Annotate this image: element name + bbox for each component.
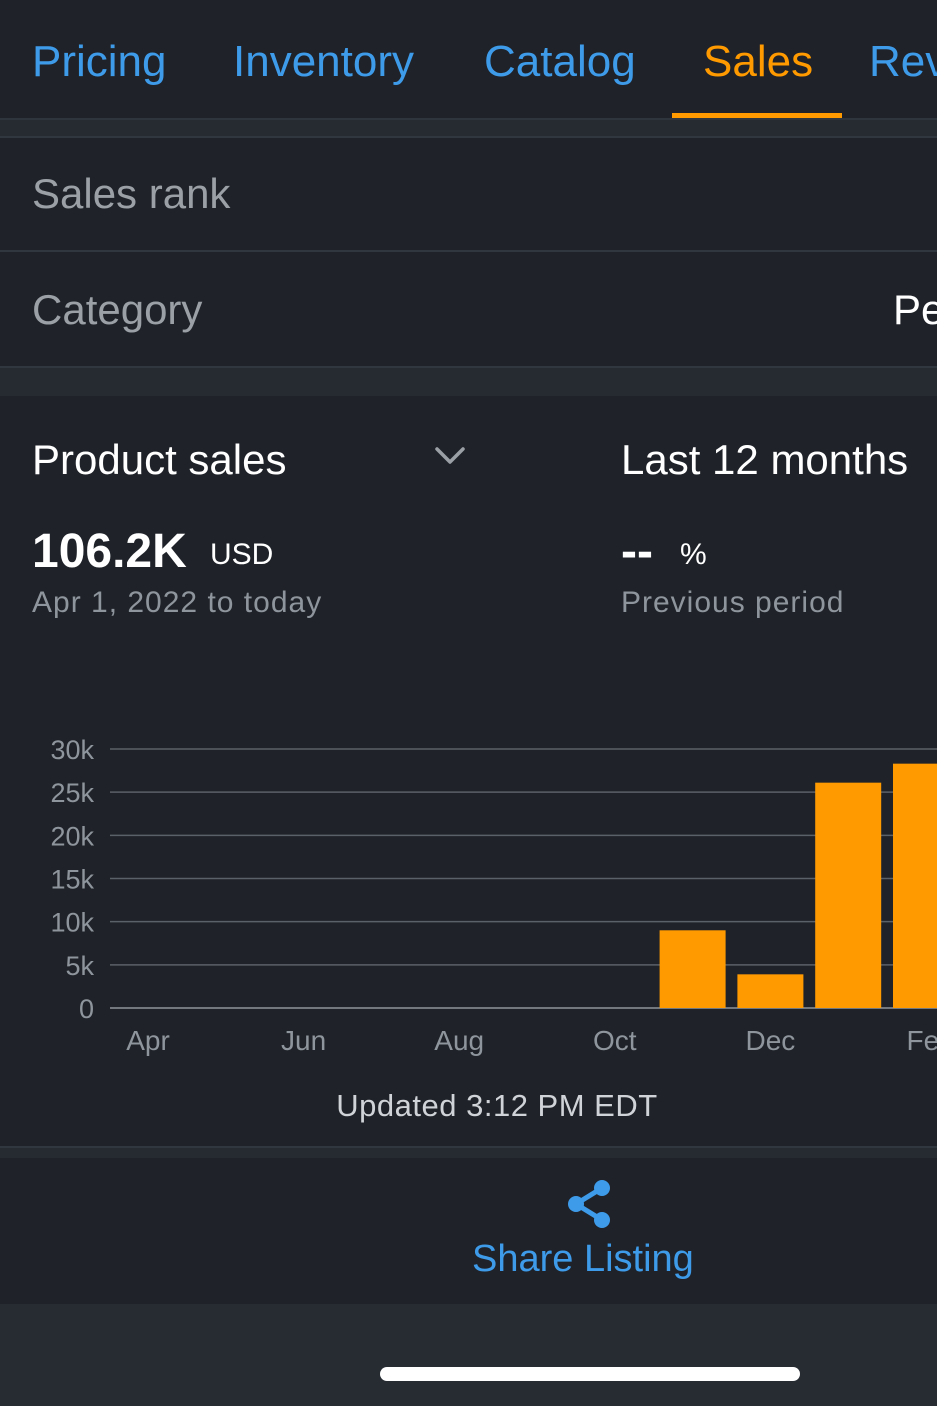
y-tick-label: 20k: [50, 821, 94, 851]
tab-sales[interactable]: Sales: [703, 37, 814, 86]
x-tick-label: Apr: [126, 1025, 170, 1056]
sales-bar-chart: 30k 25k 20k 15k 10k 5k 0 Apr Jun Aug Oct Dec Fel: [50, 735, 937, 1056]
tab-bar: Pricing Inventory Catalog Sales Rev: [0, 0, 937, 118]
tab-catalog[interactable]: Catalog: [484, 37, 636, 86]
share-icon[interactable]: [564, 1178, 614, 1230]
bar-feb[interactable]: [893, 763, 937, 1008]
period-selector[interactable]: Last 12 months: [621, 436, 909, 483]
chevron-down-icon[interactable]: [432, 442, 468, 470]
bar-jan[interactable]: [815, 782, 882, 1008]
change-unit: %: [680, 538, 707, 571]
tab-reviews[interactable]: Rev: [869, 37, 937, 86]
home-indicator[interactable]: [380, 1367, 800, 1381]
bar-dec[interactable]: [737, 974, 804, 1008]
metric-dropdown[interactable]: Product sales: [32, 436, 287, 483]
category-label: Category: [32, 286, 203, 333]
date-range-label: Apr 1, 2022 to today: [32, 586, 323, 619]
section-divider: [0, 1146, 937, 1158]
sales-rank-label: Sales rank: [32, 170, 231, 217]
tab-inventory[interactable]: Inventory: [233, 37, 414, 86]
y-tick-label: 30k: [50, 735, 94, 765]
tab-bar-divider: [0, 118, 937, 120]
sales-rank-row: Sales rank: [0, 136, 937, 252]
currency-unit: USD: [210, 538, 274, 571]
x-tick-label: Aug: [434, 1025, 484, 1056]
category-value: Pe: [893, 286, 937, 333]
x-tick-label: Dec: [746, 1025, 796, 1056]
tab-pricing[interactable]: Pricing: [32, 37, 167, 86]
x-tick-label: Oct: [593, 1025, 637, 1056]
x-tick-label: Jun: [281, 1025, 326, 1056]
y-tick-label: 15k: [50, 865, 94, 895]
active-tab-indicator: [672, 113, 842, 118]
y-tick-label: 5k: [65, 951, 94, 981]
section-gap: [0, 120, 937, 136]
share-area: [0, 1158, 937, 1304]
section-gap: [0, 366, 937, 398]
y-tick-label: 10k: [50, 908, 94, 938]
previous-period-label: Previous period: [621, 586, 845, 619]
sales-card: [0, 396, 937, 1146]
change-value: --: [621, 525, 653, 578]
bar-nov[interactable]: [659, 930, 726, 1008]
x-tick-label: Fel: [907, 1025, 937, 1056]
share-listing-button[interactable]: Share Listing: [472, 1238, 694, 1280]
y-tick-label: 0: [79, 994, 94, 1024]
category-row: Category Pe: [0, 250, 937, 366]
total-sales-value: 106.2K: [32, 525, 187, 578]
y-tick-label: 25k: [50, 778, 94, 808]
system-bottom-bar: [0, 1304, 937, 1406]
updated-timestamp: Updated 3:12 PM EDT: [336, 1088, 658, 1123]
